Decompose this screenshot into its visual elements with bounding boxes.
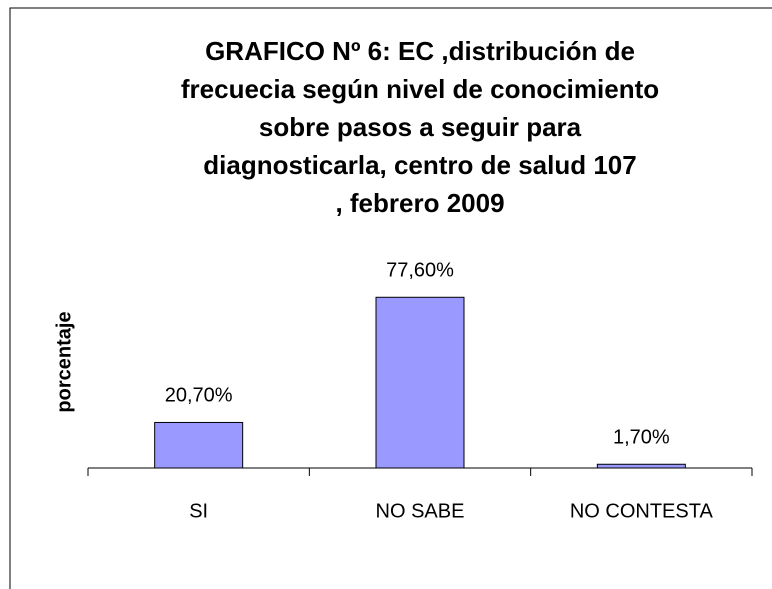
- bar: [154, 421, 244, 469]
- data-label: 20,70%: [165, 385, 233, 407]
- chart-title: GRAFICO Nº 6: EC ,distribución de: [205, 36, 635, 66]
- chart-title: diagnosticarla, centro de salud 107: [203, 150, 636, 180]
- bar: [375, 296, 465, 469]
- chart-title: sobre pasos a seguir para: [259, 112, 582, 142]
- data-label: 1,70%: [613, 427, 670, 449]
- data-label: 77,60%: [386, 260, 454, 282]
- y-axis-label: porcentaje: [53, 311, 75, 412]
- x-tick-label: NO SABE: [376, 500, 465, 522]
- x-tick-label: NO CONTESTA: [570, 500, 714, 522]
- chart-title: frecuecia según nivel de conocimiento: [181, 74, 659, 104]
- bar: [596, 463, 686, 469]
- x-tick-label: SI: [189, 500, 208, 522]
- chart-title: , febrero 2009: [335, 188, 504, 218]
- chart-frame: [9, 7, 772, 589]
